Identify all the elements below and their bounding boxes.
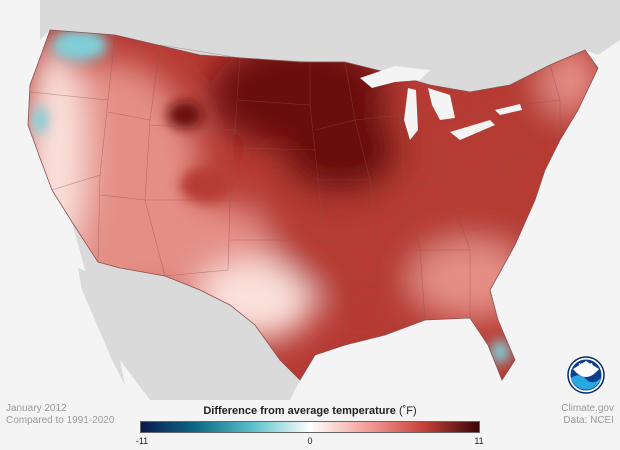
lake-huron (428, 88, 455, 120)
credits: Climate.gov Data: NCEI (561, 403, 614, 427)
legend-color-scale (140, 421, 480, 433)
lake-superior (360, 66, 430, 88)
lake-erie (450, 120, 495, 140)
publisher-label: Climate.gov (561, 403, 614, 414)
canada-land (40, 0, 620, 92)
us-border (27, 29, 599, 381)
svg-text:NOAA: NOAA (579, 363, 594, 369)
baseline-label: Compared to 1991-2020 (6, 415, 115, 426)
data-source-label: Data: NCEI (563, 415, 614, 426)
great-lakes (360, 66, 522, 140)
wyoming-warm-spot (167, 101, 203, 129)
legend-title: Difference from average temperature (˚F) (140, 405, 480, 417)
oregon-coast-cool-spot (32, 106, 48, 134)
period-label: January 2012 (6, 403, 67, 414)
legend-title-text: Difference from average temperature (203, 405, 396, 417)
upper-midwest-very-warm (280, 105, 400, 195)
lake-ontario (495, 104, 522, 115)
legend-min-label: -11 (135, 436, 149, 446)
legend-unit: (˚F) (398, 405, 417, 417)
washington-cool-spot (52, 30, 108, 61)
state-boundaries (29, 34, 561, 345)
colorado-warm-spot (180, 167, 230, 203)
lake-michigan (404, 88, 418, 140)
baja-peninsula (78, 268, 125, 385)
florida-cool-spot (490, 340, 510, 364)
mexico-land (72, 222, 300, 400)
caption: January 2012 Compared to 1991-2020 (6, 403, 114, 427)
legend-max-label: 11 (474, 436, 484, 446)
noaa-logo-icon: NOAA (567, 356, 605, 394)
temperature-anomaly-map: NOAA (27, 0, 620, 400)
legend-mid-label: 0 (307, 436, 313, 446)
